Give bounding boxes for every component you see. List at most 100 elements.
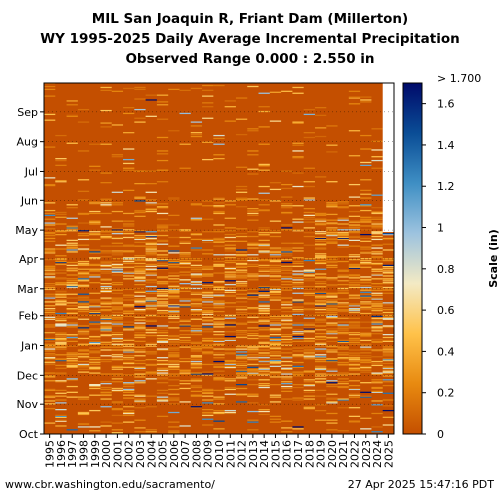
heatmap-cell: [89, 335, 101, 338]
heatmap-cell: [224, 393, 236, 395]
heatmap-cell: [303, 227, 315, 229]
heatmap-cell: [44, 358, 56, 360]
heatmap-cell: [371, 304, 383, 306]
heatmap-cell: [190, 394, 203, 396]
heatmap-cell: [111, 365, 124, 367]
heatmap-cell: [123, 361, 135, 364]
heatmap-cell: [337, 348, 349, 350]
heatmap-cell: [156, 315, 169, 317]
heatmap-cell: [371, 298, 383, 300]
x-tick-label: 2005: [157, 440, 170, 468]
heatmap-cell: [100, 320, 112, 322]
heatmap-cell: [247, 265, 259, 267]
heatmap-cell: [247, 307, 259, 309]
heatmap-cell: [134, 276, 146, 278]
heatmap-cell: [337, 269, 349, 271]
heatmap-cell: [111, 332, 124, 334]
heatmap-cell: [190, 266, 203, 268]
heatmap-cell: [134, 86, 146, 89]
heatmap-cell: [258, 301, 270, 303]
heatmap-cell: [100, 109, 112, 112]
heatmap-cell: [247, 402, 259, 404]
heatmap-cell: [55, 261, 67, 264]
heatmap-cell: [77, 350, 90, 352]
heatmap-cell: [314, 213, 327, 216]
heatmap-cell: [326, 385, 338, 388]
heatmap-cell: [134, 265, 146, 267]
heatmap-cell: [382, 304, 394, 306]
heatmap-cell: [269, 345, 282, 347]
heatmap-cell: [348, 357, 361, 359]
heatmap-cell: [145, 297, 157, 299]
heatmap-cell: [44, 346, 56, 348]
heatmap-cell: [89, 312, 101, 315]
heatmap-cell: [77, 213, 90, 216]
heatmap-cell: [292, 205, 304, 207]
heatmap-cell: [134, 309, 146, 312]
heatmap-cell: [337, 317, 349, 319]
heatmap-cell: [179, 306, 191, 308]
heatmap-cell: [269, 247, 282, 249]
heatmap-cell: [55, 319, 67, 321]
heatmap-cell: [100, 317, 112, 319]
heatmap-cell: [258, 309, 270, 312]
heatmap-cell: [156, 265, 169, 267]
heatmap-cell: [337, 381, 349, 383]
heatmap-cell: [145, 280, 157, 282]
heatmap-cell: [134, 272, 146, 274]
heatmap-cell: [371, 140, 383, 142]
heatmap-cell: [202, 158, 214, 161]
heatmap-cell: [258, 374, 270, 376]
heatmap-cell: [89, 328, 101, 330]
heatmap-cell: [111, 401, 124, 403]
heatmap-cell: [258, 384, 270, 387]
heatmap-cell: [314, 419, 327, 421]
heatmap-cell: [111, 303, 124, 305]
heatmap-cell: [100, 286, 112, 289]
heatmap-cell: [66, 228, 78, 230]
heatmap-cell: [235, 364, 248, 367]
heatmap-cell: [156, 330, 169, 332]
heatmap-cell: [89, 258, 101, 260]
heatmap-cell: [213, 254, 225, 256]
heatmap-cell: [100, 360, 112, 363]
heatmap-cell: [337, 340, 349, 342]
heatmap-cell: [269, 351, 282, 353]
heatmap-cell: [134, 332, 146, 334]
heatmap-cell: [235, 251, 248, 253]
x-tick-label: 2013: [247, 440, 260, 468]
heatmap-cell: [281, 249, 293, 251]
heatmap-cell: [134, 374, 146, 376]
heatmap-cell: [269, 232, 282, 234]
heatmap-cell: [281, 205, 293, 207]
heatmap-cell: [44, 286, 56, 289]
heatmap-cell: [202, 328, 214, 330]
heatmap-cell: [202, 343, 214, 345]
heatmap-cell: [134, 259, 146, 262]
heatmap-cell: [202, 307, 214, 309]
heatmap-cell: [134, 258, 146, 261]
heatmap-cell: [326, 351, 338, 353]
heatmap-cell: [337, 238, 349, 241]
heatmap-cell: [326, 383, 338, 386]
heatmap-cell: [292, 426, 304, 428]
heatmap-cell: [111, 422, 124, 424]
colorbar-max-label: > 1.700: [437, 72, 481, 85]
heatmap-cell: [123, 107, 135, 109]
heatmap-cell: [235, 284, 248, 287]
heatmap-cell: [111, 258, 124, 260]
heatmap-cell: [348, 367, 361, 369]
heatmap-cell: [168, 327, 180, 329]
heatmap-cell: [134, 399, 146, 401]
heatmap-cell: [145, 241, 157, 243]
heatmap-cell: [326, 316, 338, 318]
heatmap-cell: [111, 283, 124, 286]
heatmap-cell: [100, 231, 112, 233]
heatmap-cell: [326, 206, 338, 208]
heatmap-cell: [247, 168, 259, 170]
heatmap-cell: [123, 305, 135, 307]
heatmap-cell: [123, 385, 135, 388]
heatmap-cell: [371, 317, 383, 319]
heatmap-cell: [258, 310, 270, 313]
heatmap-cell: [292, 218, 304, 220]
